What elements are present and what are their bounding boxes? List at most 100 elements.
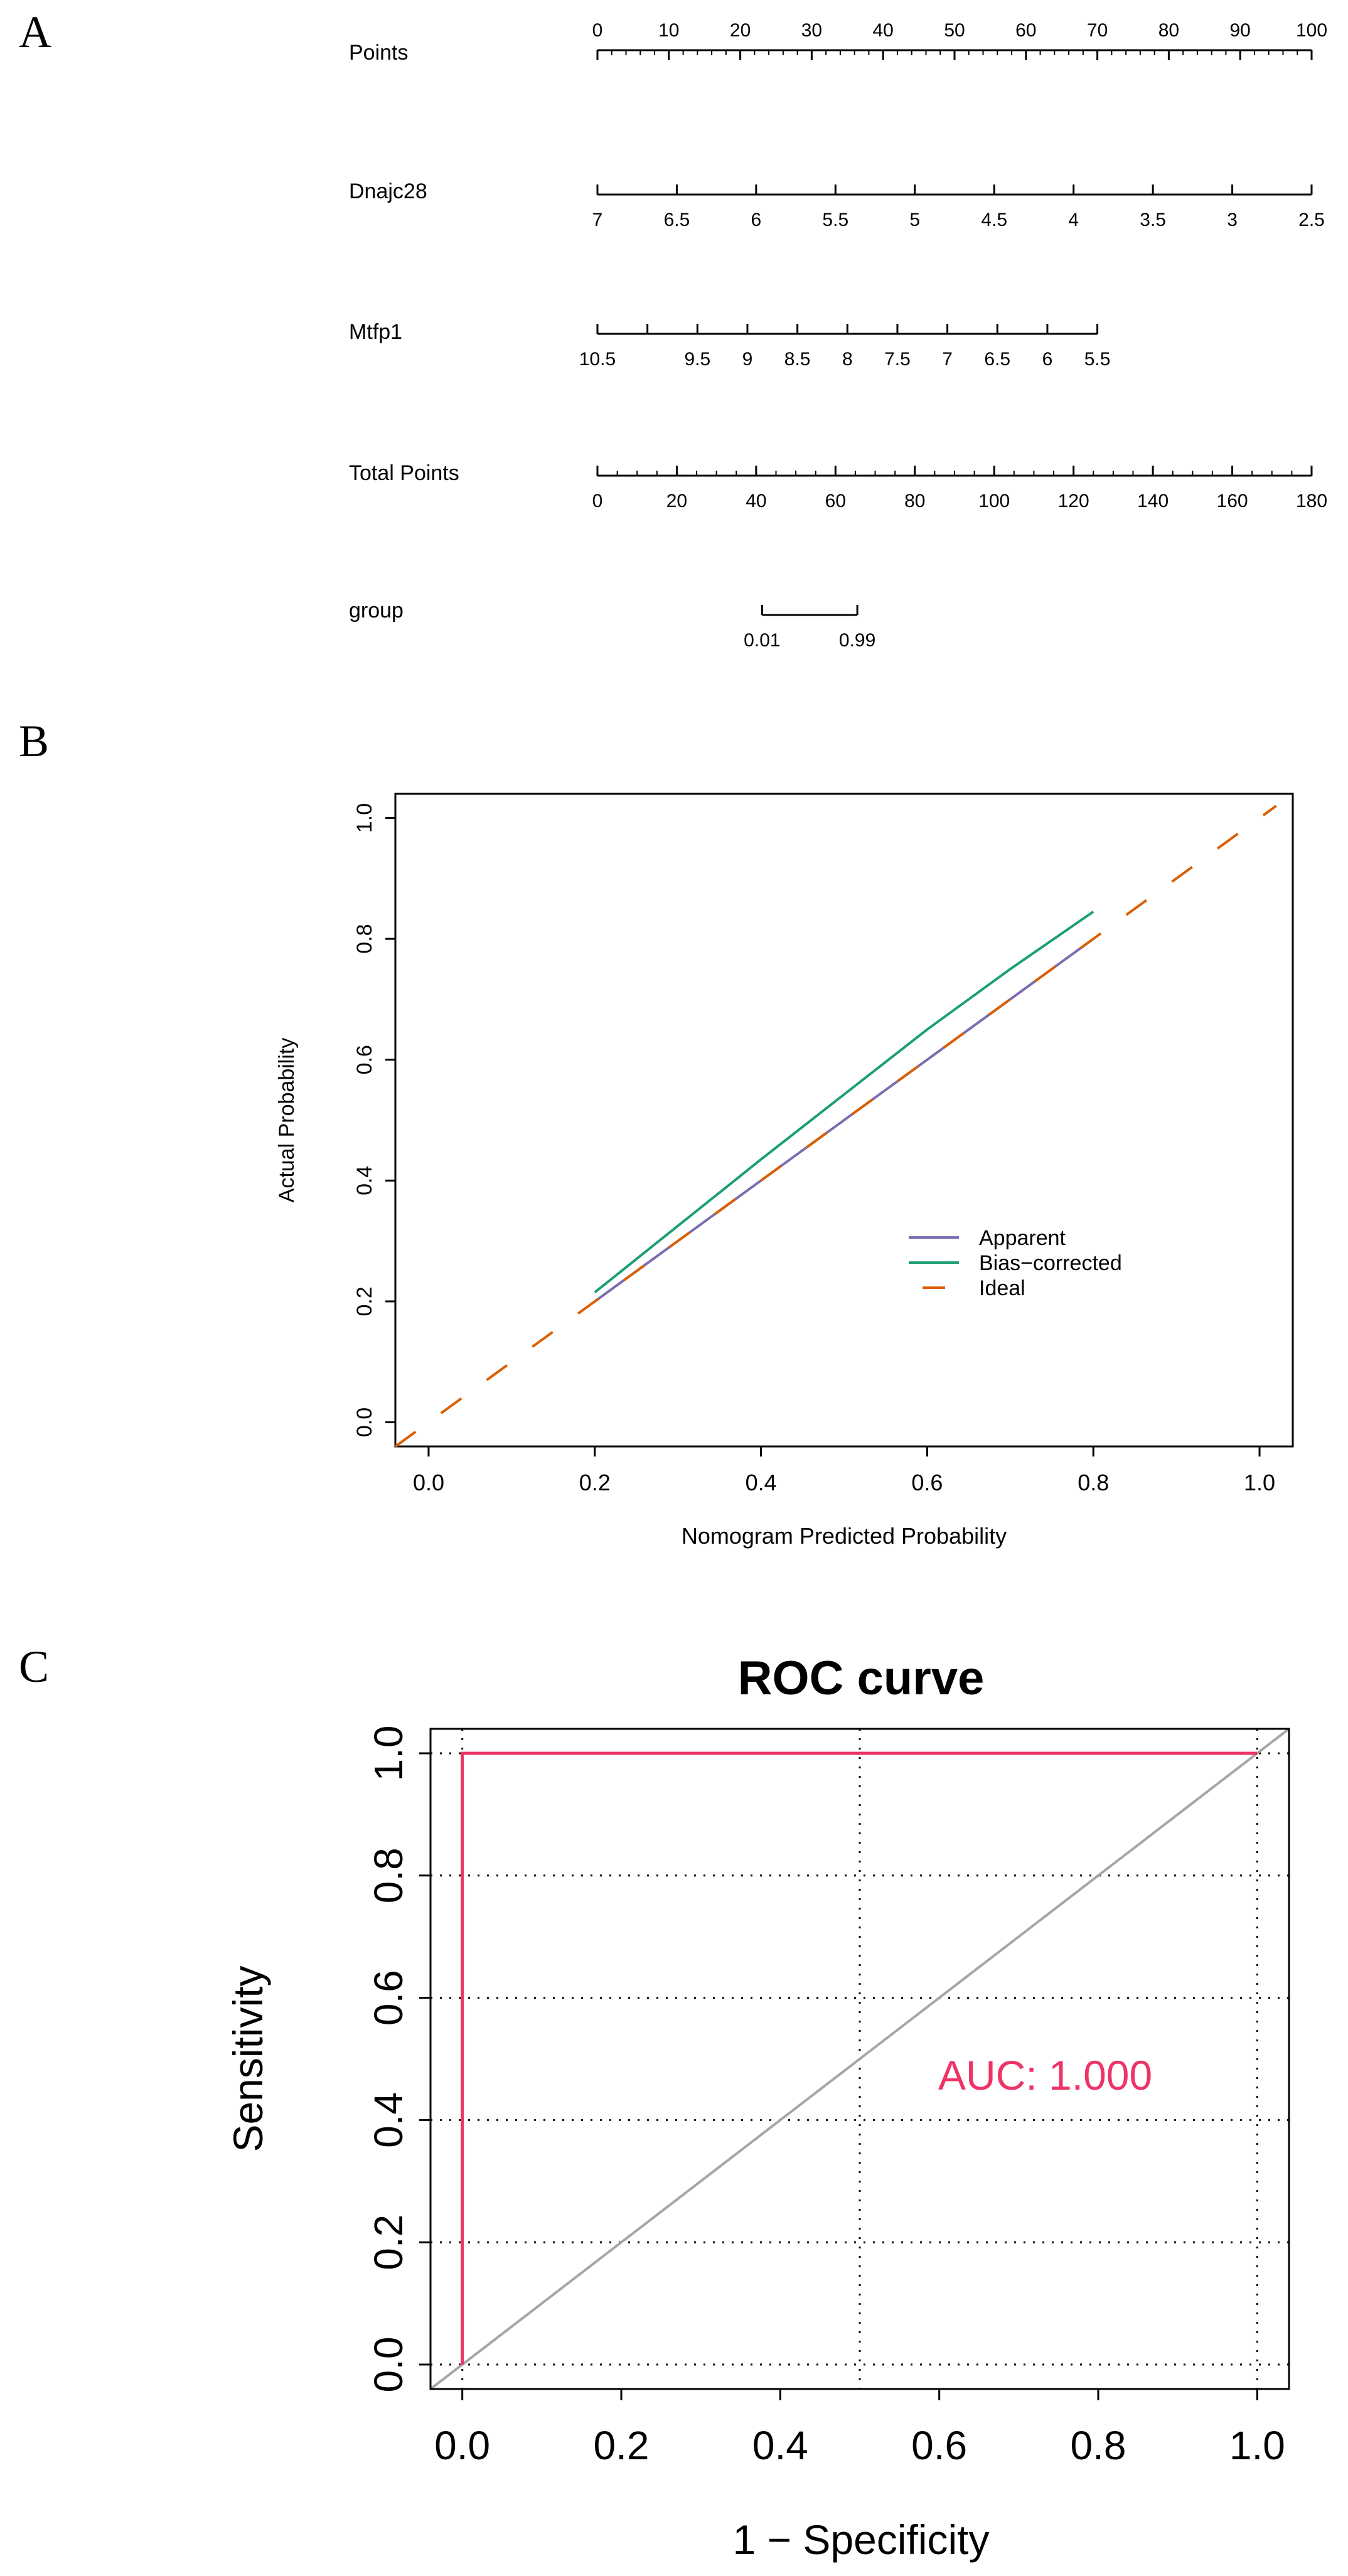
y-tick-label: 0.6 [366, 1970, 411, 2026]
chart-title: ROC curve [738, 1652, 985, 1705]
nomogram-tick-label: 4 [1068, 210, 1079, 230]
nomogram-tick-label: 160 [1217, 491, 1248, 511]
panel-label-b: B [19, 716, 49, 766]
nomogram-tick-label: 40 [873, 20, 894, 41]
nomogram-tick-label: 100 [1296, 20, 1327, 41]
series-line-3 [394, 804, 1277, 1448]
x-tick-label: 0.0 [434, 2423, 490, 2468]
nomogram-tick-label: 30 [801, 20, 822, 41]
nomogram-row-points: Points 0 10 20 30 40 50 60 70 80 90 100 [349, 20, 1327, 65]
nomogram-tick-label: 8.5 [784, 349, 811, 370]
x-tick-label: 0.4 [752, 2423, 808, 2468]
nomogram-row-label: Mtfp1 [349, 320, 402, 344]
x-tick-label: 0.2 [594, 2423, 650, 2468]
legend-label: Apparent [979, 1226, 1066, 1250]
nomogram-tick-label: 7.5 [884, 349, 911, 370]
panel-label-c: C [19, 1642, 49, 1692]
nomogram-tick-label: 20 [730, 20, 751, 41]
nomogram-tick-label: 100 [978, 491, 1010, 511]
nomogram-tick-label: 90 [1230, 20, 1251, 41]
nomogram-row-label: Dnajc28 [349, 179, 427, 203]
x-tick-label: 1.0 [1244, 1470, 1275, 1495]
y-axis-label: Sensitivity [225, 1965, 271, 2152]
plot-frame [394, 793, 1294, 1448]
nomogram-row-label: group [349, 599, 404, 623]
y-tick-label: 0.0 [366, 2337, 411, 2393]
x-tick-label: 1.0 [1229, 2423, 1285, 2468]
y-tick-label: 1.0 [353, 803, 377, 833]
nomogram-tick-label: 180 [1296, 491, 1327, 511]
nomogram-tick-label: 60 [825, 491, 846, 511]
x-axis-label: 1 − Specificity [732, 2516, 989, 2563]
calibration-plot: 0.0 0.2 0.4 0.6 0.8 1.0 0.0 0.2 0.4 0.6 0.8 1.0 No… [275, 793, 1294, 1549]
series-line-2 [594, 911, 1094, 1294]
x-tick-label: 0.4 [746, 1470, 777, 1495]
reference-diagonal [429, 1728, 1290, 2390]
x-tick-label: 0.6 [911, 2423, 967, 2468]
x-tick-label: 0.6 [911, 1470, 943, 1495]
legend-label: Bias−corrected [979, 1251, 1122, 1275]
nomogram-row-label: Total Points [349, 461, 459, 485]
y-tick-label: 0.8 [366, 1847, 411, 1903]
nomogram-row-dnajc28: Dnajc28 7 6.5 6 5.5 5 4.5 4 3.5 3 2.5 [349, 179, 1325, 230]
nomogram-tick-label: 5.5 [1084, 349, 1111, 370]
nomogram-tick-label: 7 [942, 349, 953, 370]
legend-label: Ideal [979, 1276, 1025, 1300]
roc-curve [461, 1751, 1258, 2365]
nomogram-tick-label: 140 [1137, 491, 1169, 511]
nomogram-tick-label: 2.5 [1298, 210, 1325, 230]
nomogram-tick-label: 7 [592, 210, 603, 230]
nomogram-tick-label: 9 [742, 349, 753, 370]
y-tick-label: 0.0 [353, 1408, 377, 1437]
y-tick-label: 0.4 [366, 2092, 411, 2148]
x-tick-label: 0.8 [1078, 1470, 1109, 1495]
nomogram-tick-label: 40 [746, 491, 766, 511]
y-tick-label: 0.6 [353, 1045, 377, 1074]
nomogram-tick-label: 9.5 [684, 349, 710, 370]
y-tick-label: 0.8 [353, 924, 377, 953]
nomogram-tick-label: 80 [904, 491, 925, 511]
nomogram-row-label: Points [349, 41, 409, 65]
panel-label-a: A [19, 7, 51, 57]
y-tick-label: 1.0 [366, 1725, 411, 1781]
nomogram-tick-label: 3.5 [1140, 210, 1166, 230]
x-tick-label: 0.0 [413, 1470, 444, 1495]
nomogram-row-mtfp1: Mtfp1 10.5 9.5 9 8.5 8 7.5 7 6.5 6 5.5 [349, 320, 1110, 370]
nomogram-tick-label: 10 [658, 20, 679, 41]
nomogram-tick-label: 50 [944, 20, 965, 41]
y-tick-label: 0.2 [353, 1286, 377, 1316]
x-tick-label: 0.8 [1071, 2423, 1126, 2468]
nomogram-tick-label: 70 [1087, 20, 1108, 41]
nomogram-row-total-points: Total Points 0 20 40 60 80 100 120 140 160 180 [349, 461, 1327, 511]
nomogram-tick-label: 5 [909, 210, 920, 230]
x-axis-label: Nomogram Predicted Probability [682, 1523, 1007, 1549]
nomogram-tick-label: 8 [842, 349, 853, 370]
nomogram-tick-label: 3 [1227, 210, 1238, 230]
nomogram-tick-label: 20 [666, 491, 687, 511]
nomogram-tick-label: 60 [1015, 20, 1036, 41]
y-tick-label: 0.4 [353, 1166, 377, 1195]
nomogram-tick-label: 0 [592, 20, 603, 41]
nomogram-tick-label: 80 [1158, 20, 1179, 41]
nomogram-tick-label: 6 [751, 210, 762, 230]
auc-annotation: AUC: 1.000 [938, 2052, 1152, 2098]
nomogram-tick-label: 6.5 [984, 349, 1010, 370]
x-tick-label: 0.2 [579, 1470, 611, 1495]
nomogram-tick-label: 6 [1042, 349, 1053, 370]
nomogram-tick-label: 0.99 [839, 630, 875, 651]
nomogram-tick-label: 10.5 [579, 349, 616, 370]
y-axis-label: Actual Probability [275, 1038, 299, 1203]
nomogram-tick-label: 4.5 [981, 210, 1007, 230]
nomogram-tick-label: 5.5 [822, 210, 848, 230]
nomogram-tick-label: 0.01 [744, 630, 780, 651]
nomogram-tick-label: 120 [1058, 491, 1089, 511]
nomogram-tick-label: 0 [592, 491, 603, 511]
roc-plot: ROC curve 0.0 0.2 0.4 0.6 0.8 1.0 0.0 0.2 0.4 0.… [225, 1652, 1290, 2563]
nomogram-tick-label: 6.5 [664, 210, 690, 230]
nomogram-row-group: group 0.01 0.99 [349, 599, 875, 651]
plot-frame [429, 1728, 1290, 2390]
y-tick-label: 0.2 [366, 2215, 411, 2270]
